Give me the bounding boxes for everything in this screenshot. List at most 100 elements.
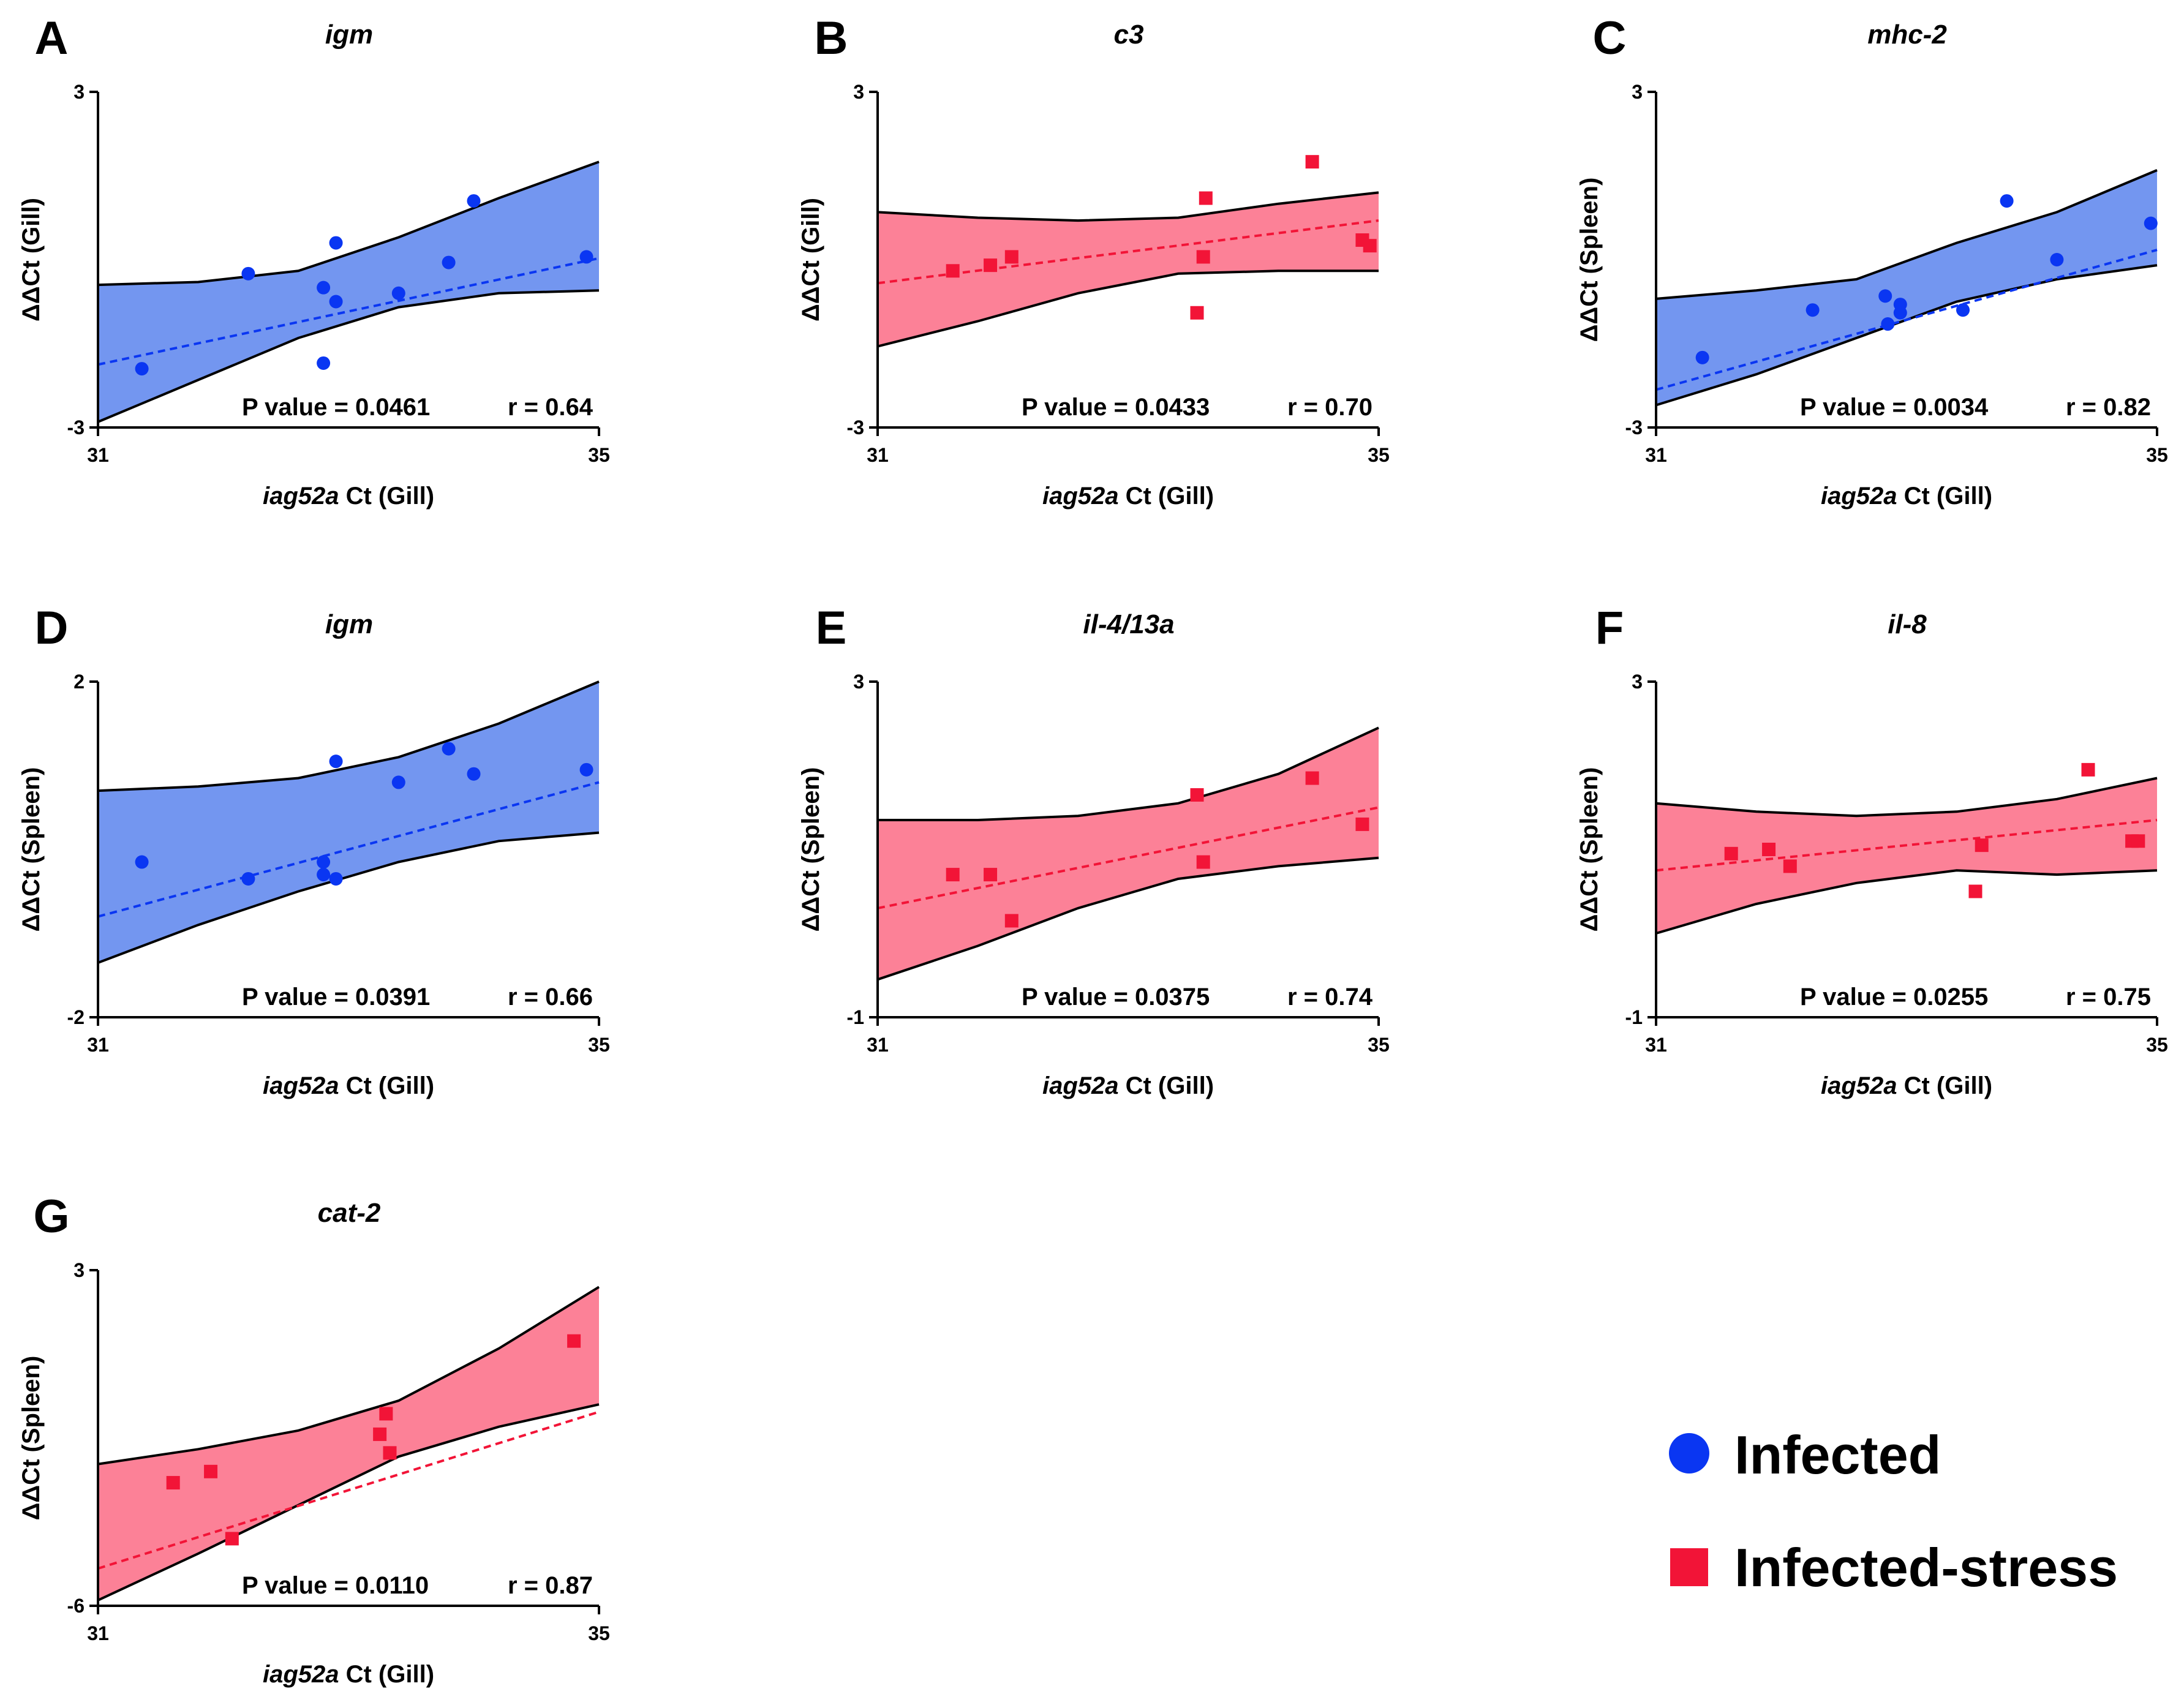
data-point (2131, 834, 2145, 848)
confidence-band (98, 1287, 599, 1600)
regression-line (1655, 249, 2158, 391)
x-axis-label: iag52a Ct (Gill) (1042, 483, 1214, 510)
data-point (1004, 250, 1019, 264)
data-point (442, 255, 456, 269)
data-point (317, 855, 331, 869)
panel-letter: G (33, 1191, 69, 1243)
confidence-upper-line (97, 160, 600, 287)
y-tick-label-bottom: -3 (1625, 416, 1643, 438)
confidence-upper-line (1655, 777, 2158, 818)
data-point (1806, 303, 1820, 317)
x-axis-label-rest: Ct (Gill) (1897, 1072, 1993, 1099)
y-tick-label-top: 3 (73, 81, 85, 103)
regression-line (97, 1410, 600, 1570)
data-point (1190, 306, 1204, 320)
data-point (1305, 155, 1319, 169)
confidence-upper-line (97, 1285, 600, 1466)
x-tick-label-right: 35 (2146, 444, 2168, 466)
data-point (317, 280, 331, 295)
data-point (204, 1464, 218, 1478)
panel-title: igm (325, 609, 373, 639)
x-axis-label-rest: Ct (Gill) (1119, 1072, 1214, 1099)
x-tick-label-left: 31 (867, 1034, 889, 1056)
data-point (1956, 303, 1970, 317)
data-point (1968, 884, 1983, 898)
x-tick-label-right: 35 (2146, 1034, 2168, 1056)
r-value-label: r = 0.64 (508, 394, 593, 421)
data-point (1724, 846, 1738, 860)
x-axis-label-gene: iag52a (1042, 1072, 1119, 1099)
legend-label-infected-stress: Infected-stress (1734, 1537, 2118, 1598)
p-value-label: P value = 0.0433 (1022, 394, 1210, 421)
x-tick-label-right: 35 (588, 444, 610, 466)
y-tick-label-bottom: -3 (847, 416, 864, 438)
x-tick-label-left: 31 (87, 1622, 109, 1644)
x-tick-label-left: 31 (87, 444, 109, 466)
panel-letter: C (1593, 12, 1627, 64)
data-point (984, 258, 998, 273)
y-tick-label-top: 3 (853, 81, 864, 103)
y-axis-label: ΔΔCt (Spleen) (1576, 178, 1603, 342)
confidence-lower-line (97, 831, 600, 964)
confidence-upper-line (97, 680, 600, 792)
y-tick-label-top: 3 (1632, 671, 1643, 693)
panel-title: igm (325, 20, 373, 50)
data-point (467, 767, 481, 781)
y-axis-label: ΔΔCt (Spleen) (797, 767, 824, 932)
confidence-lower-line (97, 289, 600, 423)
r-value-label: r = 0.70 (1287, 394, 1373, 421)
data-point (225, 1532, 239, 1546)
x-axis-label-gene: iag52a (1821, 1072, 1897, 1099)
y-tick-label-top: 3 (1632, 81, 1643, 103)
y-axis-label: ΔΔCt (Spleen) (1576, 767, 1603, 932)
regression-line (97, 781, 600, 918)
y-tick-label-bottom: -1 (1625, 1006, 1643, 1028)
p-value-label: P value = 0.0391 (242, 984, 430, 1011)
x-axis-label-rest: Ct (Gill) (339, 483, 435, 510)
data-point (135, 855, 149, 869)
data-point (317, 868, 331, 882)
data-point (579, 250, 593, 264)
panel-f: 3 -131 35 iag52a Ct (Gill) ΔΔCt (Spleen) F il-… (1576, 602, 2168, 1099)
data-point (946, 868, 960, 882)
panel-letter: A (35, 12, 69, 64)
data-point (391, 775, 405, 789)
data-point (166, 1476, 180, 1490)
legend-label-infected: Infected (1734, 1425, 1941, 1485)
panel-c: 3 -331 35 iag52a Ct (Gill) ΔΔCt (Spleen) C mhc… (1576, 12, 2168, 510)
x-axis-label-rest: Ct (Gill) (339, 1661, 435, 1688)
data-point (135, 362, 149, 376)
x-axis-label-rest: Ct (Gill) (1119, 483, 1214, 510)
x-axis-label: iag52a Ct (Gill) (263, 1661, 434, 1688)
data-point (1004, 914, 1019, 928)
r-value-label: r = 0.87 (508, 1572, 593, 1599)
data-point (329, 755, 343, 769)
confidence-band (98, 682, 599, 963)
x-tick-label-right: 35 (1368, 1034, 1390, 1056)
y-axis-label: ΔΔCt (Gill) (18, 198, 45, 322)
data-point (1878, 289, 1892, 303)
regression-line (1655, 819, 2158, 872)
y-tick-label-bottom: -3 (67, 416, 85, 438)
x-axis-label-gene: iag52a (1042, 483, 1119, 510)
data-point (379, 1407, 393, 1421)
data-point (2144, 216, 2158, 230)
confidence-lower-line (877, 269, 1379, 348)
x-tick-label-right: 35 (588, 1034, 610, 1056)
data-point (946, 264, 960, 278)
confidence-lower-line (877, 856, 1379, 981)
confidence-upper-line (1655, 169, 2158, 300)
legend: Infected Infected-stress (1669, 1425, 2118, 1598)
r-value-label: r = 0.66 (508, 984, 593, 1011)
data-point (1975, 838, 1989, 852)
y-axis-label: ΔΔCt (Gill) (797, 198, 824, 322)
y-tick-label-top: 3 (73, 1259, 85, 1281)
confidence-upper-line (877, 191, 1379, 222)
confidence-lower-line (1655, 869, 2158, 935)
x-tick-label-left: 31 (1645, 1034, 1667, 1056)
x-axis-label-rest: Ct (Gill) (1897, 483, 1993, 510)
confidence-band (1656, 170, 2157, 405)
x-axis-label: iag52a Ct (Gill) (263, 483, 434, 510)
confidence-upper-line (878, 726, 1379, 821)
